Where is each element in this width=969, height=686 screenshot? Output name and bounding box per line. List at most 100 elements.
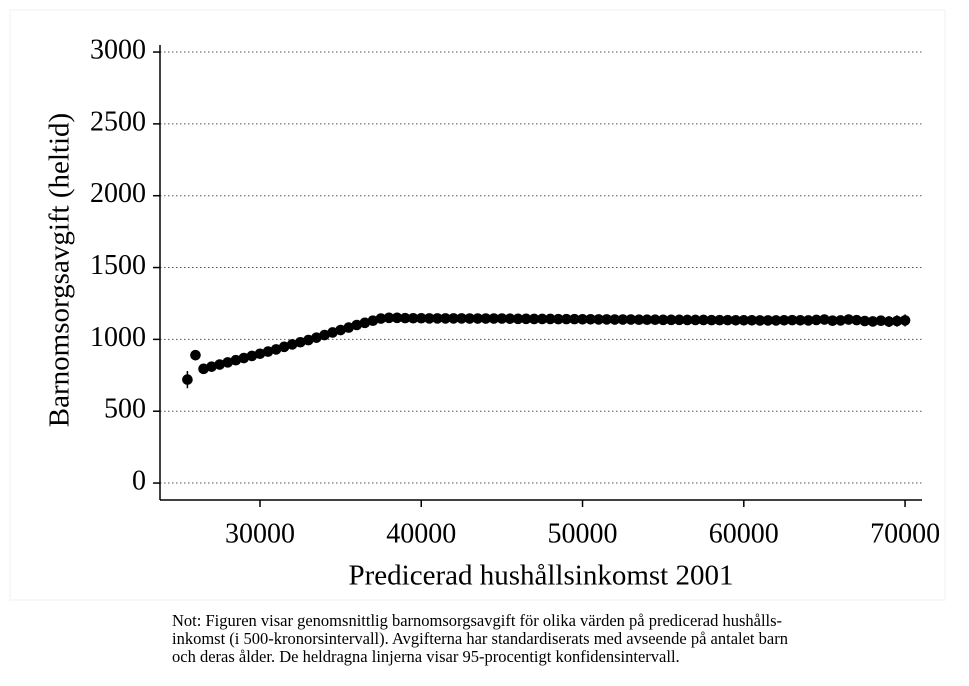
point bbox=[520, 313, 532, 325]
point bbox=[770, 315, 782, 326]
point bbox=[665, 314, 677, 326]
point bbox=[682, 314, 693, 326]
point bbox=[480, 313, 492, 324]
point bbox=[657, 314, 669, 326]
point bbox=[286, 339, 298, 350]
point bbox=[206, 361, 217, 372]
point bbox=[335, 324, 346, 336]
y-tick-label: 3000 bbox=[90, 34, 146, 65]
point bbox=[649, 314, 661, 325]
point bbox=[496, 313, 508, 324]
point bbox=[899, 315, 911, 326]
point bbox=[448, 313, 459, 324]
chart-border bbox=[9, 9, 946, 601]
point bbox=[843, 314, 854, 325]
point bbox=[440, 313, 451, 324]
point bbox=[786, 314, 798, 326]
point bbox=[278, 341, 290, 353]
point bbox=[544, 313, 556, 325]
y-tick-label: 1500 bbox=[90, 250, 146, 281]
point bbox=[891, 315, 903, 327]
point bbox=[504, 313, 516, 324]
point bbox=[182, 374, 193, 385]
point bbox=[391, 312, 403, 324]
point bbox=[311, 332, 322, 343]
point bbox=[730, 314, 742, 326]
point bbox=[230, 354, 242, 366]
point bbox=[778, 314, 790, 326]
point bbox=[851, 314, 862, 326]
point bbox=[407, 312, 419, 324]
point bbox=[303, 334, 314, 346]
point bbox=[512, 313, 524, 325]
y-axis-title: Barnomsorgsavgift (heltid) bbox=[44, 113, 76, 427]
x-tick-label: 70000 bbox=[870, 518, 940, 549]
x-axis-title: Predicerad hushållsinkomst 2001 bbox=[348, 560, 733, 592]
point bbox=[214, 359, 225, 370]
x-tick-label: 60000 bbox=[709, 518, 779, 549]
point bbox=[190, 349, 201, 361]
point bbox=[327, 327, 338, 338]
point bbox=[835, 315, 846, 326]
point bbox=[432, 313, 443, 324]
point bbox=[811, 314, 822, 326]
x-tick-label: 40000 bbox=[386, 518, 456, 549]
point bbox=[706, 314, 717, 326]
y-tick-label: 1000 bbox=[90, 322, 146, 353]
point bbox=[488, 313, 500, 324]
point bbox=[359, 317, 371, 329]
note-line: Not: Figuren visar genomsnittlig barnoms… bbox=[172, 611, 782, 630]
point bbox=[585, 313, 596, 325]
point bbox=[238, 352, 250, 364]
point bbox=[222, 357, 234, 368]
point bbox=[859, 315, 871, 327]
point bbox=[254, 348, 266, 360]
point bbox=[553, 313, 564, 325]
point bbox=[415, 312, 427, 324]
point bbox=[536, 313, 548, 325]
point bbox=[593, 314, 604, 325]
point bbox=[625, 314, 637, 325]
point bbox=[867, 316, 879, 327]
point bbox=[295, 336, 306, 348]
point bbox=[472, 313, 484, 324]
point bbox=[722, 314, 733, 326]
point bbox=[883, 316, 895, 327]
point bbox=[375, 313, 387, 324]
x-tick-label: 30000 bbox=[225, 518, 295, 549]
point bbox=[633, 314, 645, 325]
point bbox=[803, 315, 814, 326]
point bbox=[367, 315, 379, 327]
point bbox=[746, 314, 758, 326]
point bbox=[601, 314, 613, 325]
point bbox=[456, 313, 467, 324]
y-tick-label: 2500 bbox=[90, 106, 146, 137]
point bbox=[569, 313, 580, 325]
point bbox=[351, 319, 363, 331]
point bbox=[827, 315, 838, 327]
point bbox=[319, 329, 330, 341]
y-tick-label: 500 bbox=[104, 394, 146, 425]
point bbox=[698, 314, 709, 326]
point bbox=[343, 322, 354, 333]
point bbox=[754, 315, 766, 326]
y-tick-label: 2000 bbox=[90, 178, 146, 209]
point bbox=[270, 344, 282, 355]
point bbox=[528, 313, 540, 325]
point bbox=[617, 314, 629, 325]
point bbox=[424, 313, 435, 324]
point bbox=[738, 314, 750, 326]
point bbox=[464, 313, 475, 324]
note-line: inkomst (i 500-kronorsintervall). Avgift… bbox=[172, 629, 788, 648]
point bbox=[609, 314, 621, 325]
point bbox=[794, 314, 806, 326]
point bbox=[383, 312, 395, 324]
point bbox=[673, 314, 685, 326]
note-line: och deras ålder. De heldragna linjerna v… bbox=[172, 647, 680, 666]
point bbox=[875, 315, 887, 327]
point bbox=[819, 314, 830, 325]
y-tick-label: 0 bbox=[132, 465, 146, 496]
point bbox=[714, 314, 725, 326]
point bbox=[246, 350, 258, 362]
